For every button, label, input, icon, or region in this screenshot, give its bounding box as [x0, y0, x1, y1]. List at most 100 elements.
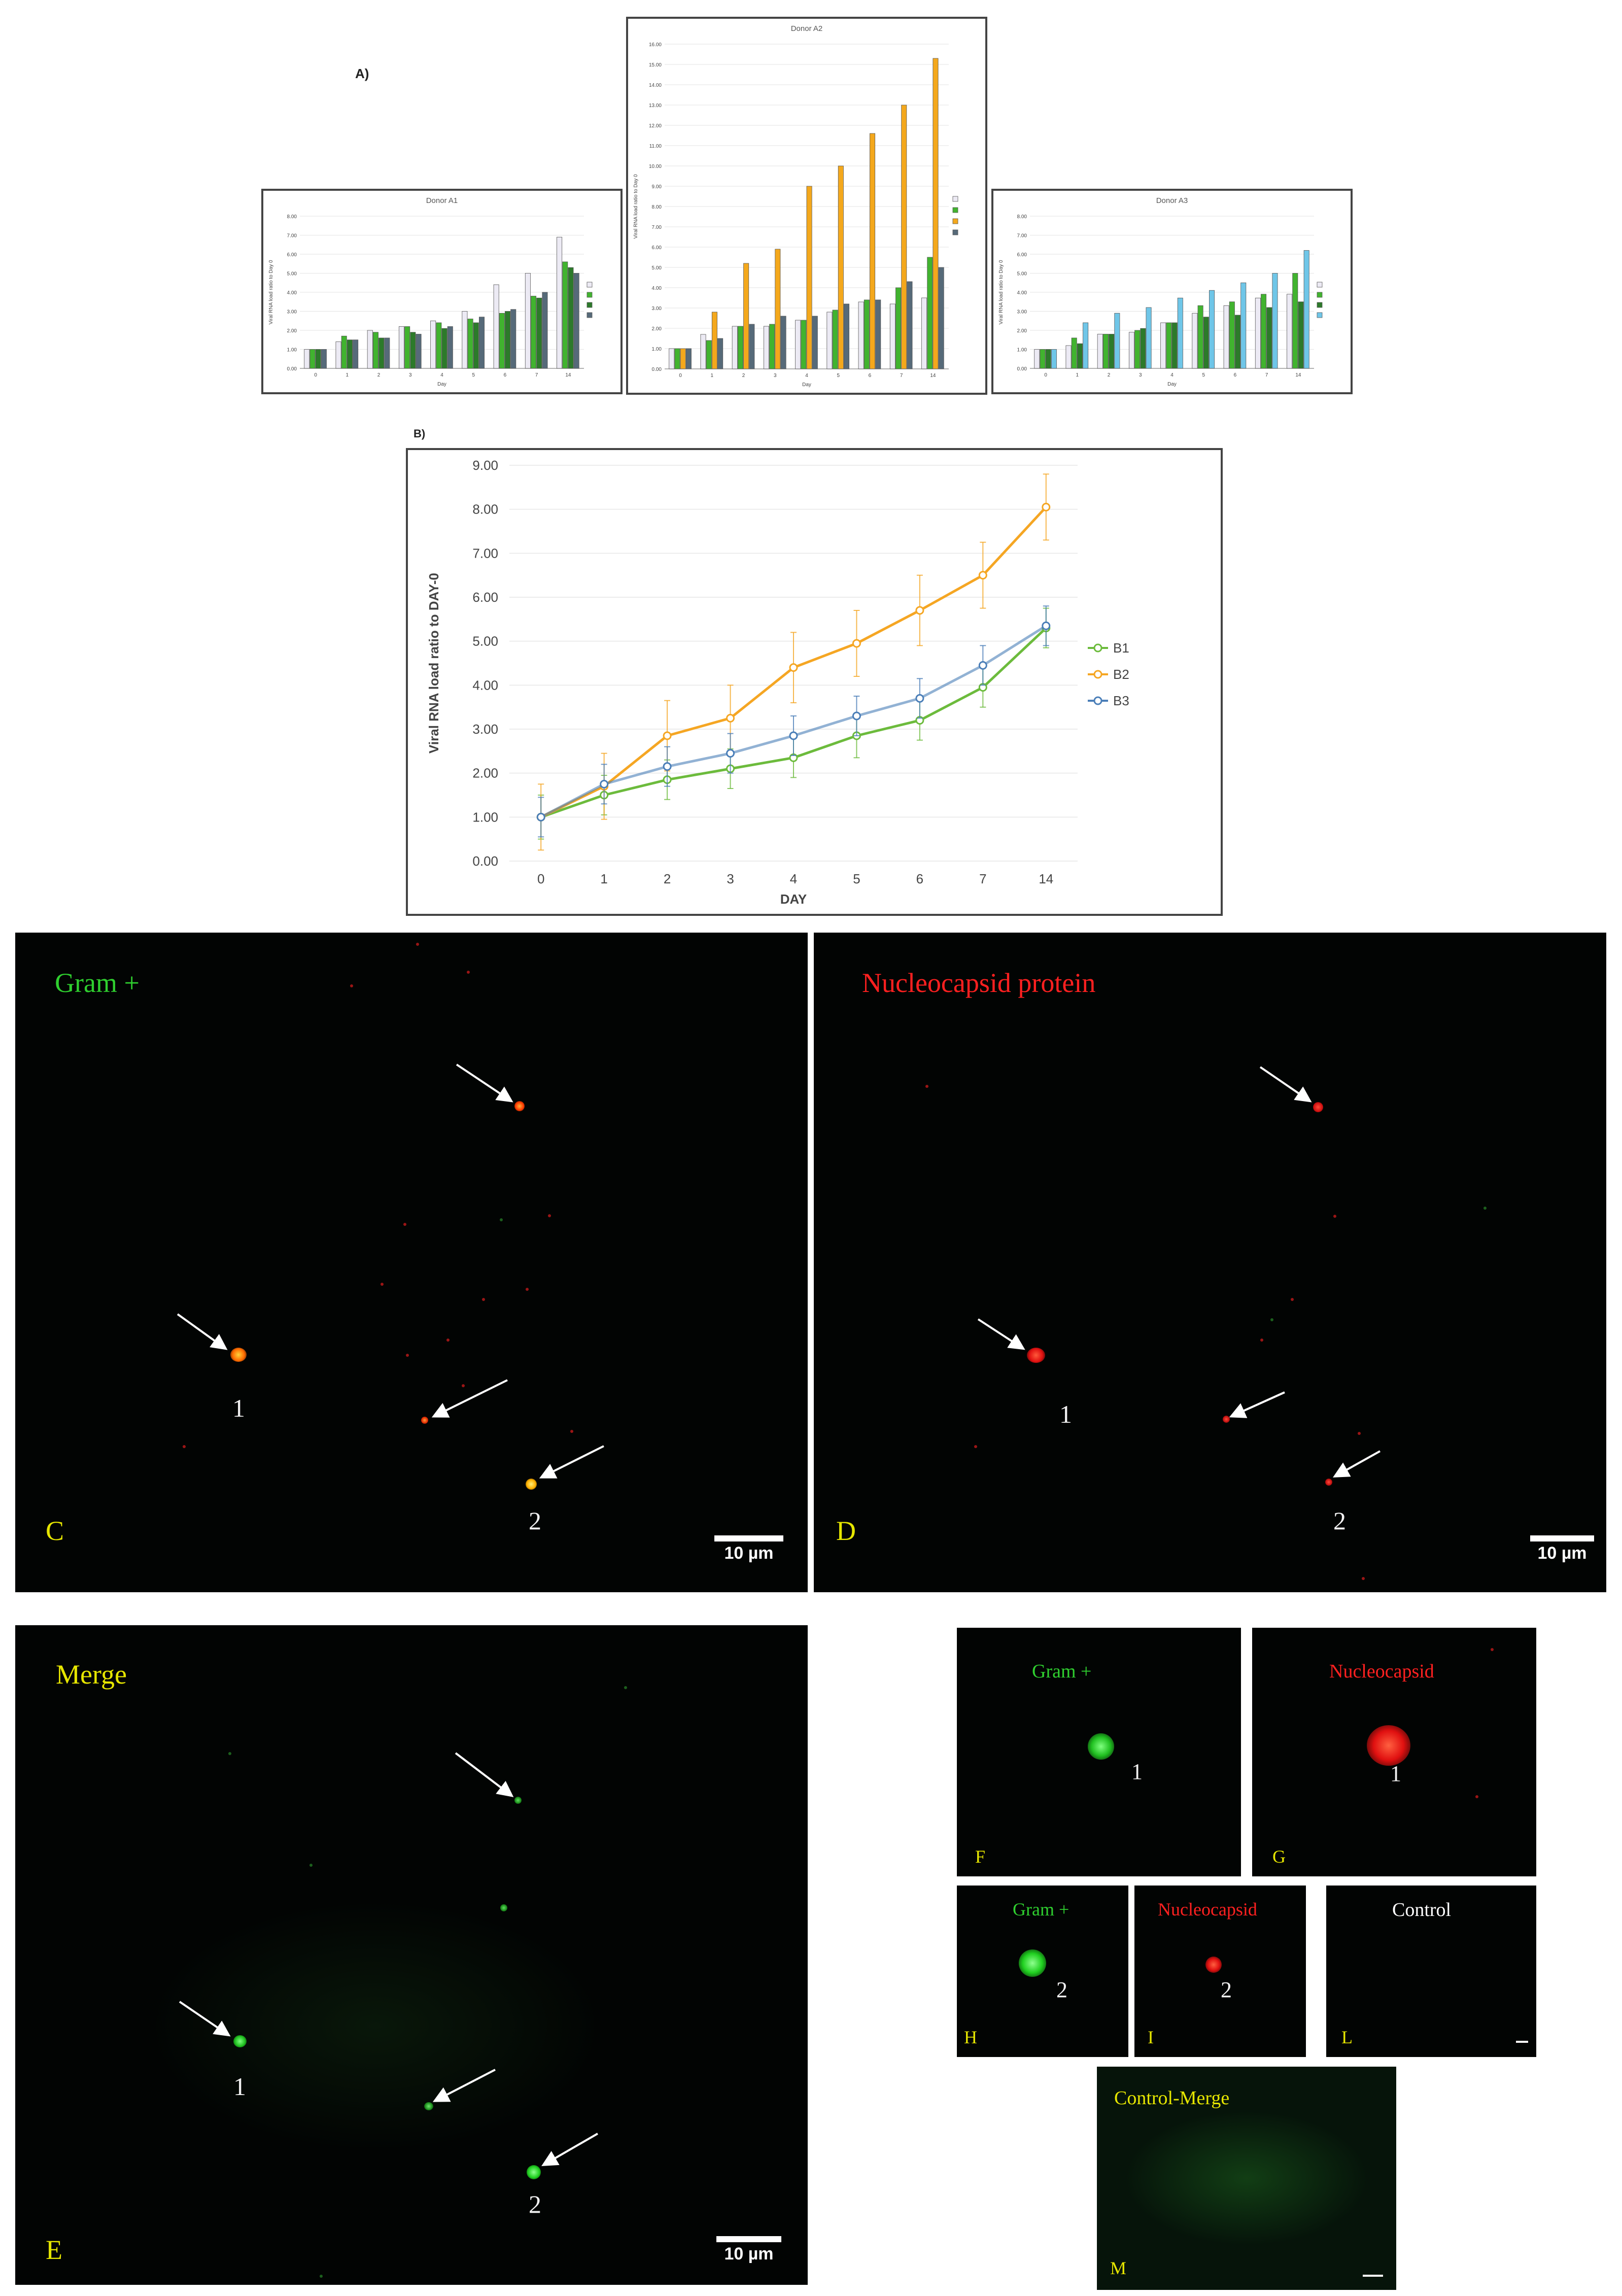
marker-number-2: 2 [1056, 1977, 1067, 2002]
x-tick-label: 5 [472, 372, 475, 378]
bar [493, 284, 499, 369]
bar [1261, 294, 1267, 369]
bar [309, 349, 316, 369]
bar [889, 303, 895, 369]
legend-swatch [586, 292, 593, 298]
bar [685, 348, 692, 369]
bar [1255, 297, 1261, 369]
spot-e-top [514, 1797, 522, 1804]
spot-i2 [1205, 1957, 1222, 1973]
bar [1303, 250, 1309, 369]
y-tick-label: 6.00 [1017, 252, 1027, 258]
legend-swatch [952, 229, 958, 235]
y-tick-label: 4.00 [287, 290, 297, 296]
legend-swatch [952, 196, 958, 202]
bar [870, 133, 876, 369]
spot-h2 [1019, 1949, 1046, 1977]
bar [1114, 313, 1120, 369]
speck [1270, 1318, 1273, 1321]
x-tick-label: 14 [1039, 871, 1053, 886]
bar [557, 236, 563, 369]
scale-bar: 10 µm [1530, 1535, 1594, 1563]
speck [381, 1283, 384, 1286]
data-point [536, 812, 545, 821]
bar [499, 313, 505, 369]
marker-number-1: 1 [1131, 1759, 1143, 1784]
y-tick-label: 5.00 [287, 271, 297, 277]
x-tick-label: 4 [805, 373, 808, 379]
x-tick-label: 1 [1076, 372, 1079, 378]
x-tick-label: 3 [727, 871, 734, 886]
bar [562, 261, 568, 369]
speck [1491, 1648, 1494, 1651]
bar [398, 326, 404, 369]
y-tick-label: 3.00 [652, 306, 662, 312]
legend-swatch [1317, 292, 1323, 298]
scale-bar: 10 µm [716, 2236, 781, 2264]
y-tick-label: 4.00 [1017, 290, 1027, 296]
x-tick-label: 7 [900, 373, 903, 379]
y-tick-label: 9.00 [472, 458, 498, 473]
speck [570, 1430, 573, 1433]
bar [838, 165, 844, 369]
legend-swatch [952, 218, 958, 224]
micrograph-g: Nucleocapsid 1 G [1252, 1628, 1536, 1876]
panel-letter-h: H [964, 2027, 977, 2047]
bar [1128, 332, 1134, 369]
data-point [726, 713, 735, 723]
x-tick-label: 2 [377, 372, 381, 378]
bar [801, 320, 807, 369]
bar [737, 326, 743, 369]
panel-letter-f: F [975, 1846, 986, 1867]
data-point [726, 749, 735, 758]
bar [1034, 349, 1040, 369]
x-axis-label: DAY [780, 892, 807, 907]
scale-bar [1516, 2041, 1528, 2043]
x-tick-label: 2 [664, 871, 671, 886]
chart-donor-a1-svg: Donor A1 0.00 1.00 2.00 3.00 4.00 5.00 6.00 7.00… [268, 196, 593, 387]
y-tick-label: 9.00 [652, 184, 662, 190]
y-axis-label: Viral RNA load ratio to DAY-0 [426, 573, 441, 753]
bar [315, 349, 321, 369]
micrograph-m: Control-Merge M [1097, 2067, 1396, 2290]
micrograph-d-title: Nucleocapsid protein [862, 968, 1096, 998]
bar [372, 332, 378, 369]
x-tick-label: 3 [774, 373, 777, 379]
arrow-icon [977, 1066, 1381, 1478]
bar [531, 296, 537, 369]
legend-swatch [586, 312, 593, 318]
bar [1045, 349, 1051, 369]
x-tick-label: 14 [565, 372, 571, 378]
y-tick-label: 8.00 [652, 204, 662, 210]
x-tick-label: 0 [679, 373, 682, 379]
bar [505, 311, 511, 369]
bar [706, 340, 712, 369]
micrograph-i-title: Nucleocapsid [1158, 1899, 1257, 1920]
marker-number-2: 2 [529, 2190, 541, 2218]
bar [404, 326, 410, 369]
bar [384, 337, 390, 369]
y-tick-label: 14.00 [649, 83, 662, 88]
y-tick-label: 2.00 [287, 328, 297, 334]
spot-c1 [230, 1348, 247, 1362]
speck [1475, 1795, 1478, 1798]
y-axis-label: Viral RNA load ratio to Day 0 [633, 174, 639, 239]
bar [1209, 290, 1215, 369]
bar [749, 324, 755, 369]
legend-swatch [586, 302, 593, 308]
x-tick-label: 3 [409, 372, 412, 378]
bar [895, 287, 902, 369]
bar [1177, 297, 1183, 369]
bar [933, 58, 939, 369]
y-tick-label: 3.00 [287, 310, 297, 315]
bar [1203, 317, 1209, 369]
bar [844, 303, 850, 369]
marker-number-1: 1 [232, 1394, 245, 1422]
x-tick-label: 14 [1295, 372, 1301, 378]
micrograph-c: Gram + 1 2 C 10 µm [15, 933, 808, 1592]
bar [806, 186, 812, 369]
micrograph-f-title: Gram + [1032, 1661, 1092, 1682]
y-tick-label: 1.00 [1017, 348, 1027, 353]
y-tick-label: 13.00 [649, 103, 662, 109]
data-point [978, 571, 987, 580]
